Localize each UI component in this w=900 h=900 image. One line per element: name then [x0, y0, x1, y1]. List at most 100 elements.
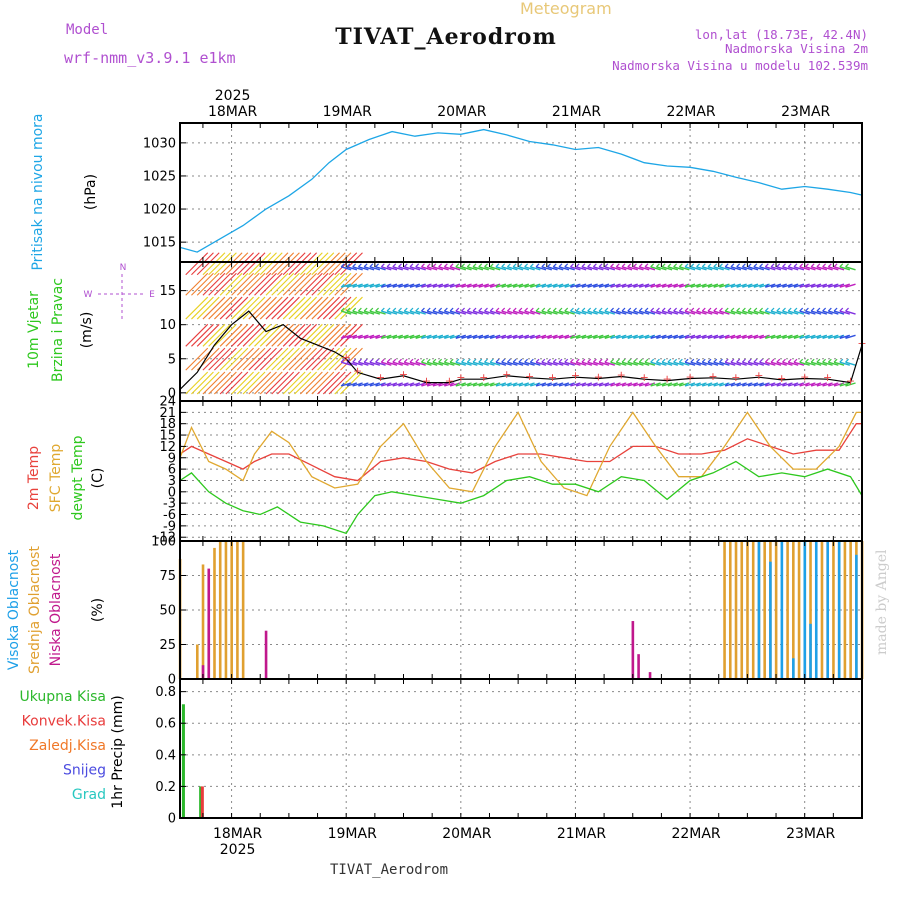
wind-arrow — [742, 266, 753, 271]
wind-arrow — [328, 323, 352, 347]
wind-arrow — [265, 252, 289, 276]
wind-arrow — [311, 296, 335, 320]
wind-arrow — [782, 266, 793, 271]
wind-arrow-head — [776, 283, 781, 288]
wind-arrow — [322, 323, 346, 347]
wind-arrow-head — [587, 283, 592, 288]
wind-arrow — [288, 272, 312, 296]
cloud-bar — [769, 561, 772, 679]
cloud-axis-title-low: Niska Oblacnost — [48, 553, 64, 666]
wind-arrow-head — [426, 307, 431, 312]
wind-arrow — [415, 266, 426, 271]
wind-arrow-head — [529, 358, 534, 363]
wind-arrow-head — [730, 283, 735, 288]
wind-arrow — [472, 266, 484, 271]
wind-arrow — [191, 371, 214, 395]
wind-arrow — [587, 361, 598, 366]
cloud-bar — [832, 541, 835, 679]
wind-arrow — [581, 361, 593, 366]
wind-arrow — [340, 296, 363, 320]
wind-arrow-head — [615, 382, 620, 387]
wind-arrow-head — [707, 382, 712, 387]
wind-arrow — [753, 361, 765, 366]
wind-arrow-head — [432, 334, 437, 339]
wind-arrow-head — [667, 358, 672, 363]
y-tick-label: 15 — [159, 429, 176, 444]
wind-arrow — [679, 310, 690, 315]
wind-arrow-head — [461, 382, 465, 387]
wind-arrow-head — [782, 307, 786, 312]
wind-arrow — [259, 371, 283, 395]
wind-arrow-head — [644, 358, 649, 363]
wind-arrow — [793, 361, 805, 366]
wind-arrow-head — [598, 263, 603, 268]
wind-arrow — [501, 361, 512, 366]
wind-arrow-head — [753, 358, 758, 363]
wind-arrow — [690, 266, 701, 271]
wind-arrow-head — [787, 358, 792, 363]
wind-arrow — [392, 266, 403, 271]
wind-arrow — [742, 361, 753, 366]
wind-arrow — [507, 361, 518, 366]
year-label-bottom: 2025 — [220, 842, 256, 858]
wind-arrow-head — [495, 358, 500, 363]
wind-arrow-head — [357, 358, 362, 363]
wind-arrow — [398, 361, 409, 366]
wind-arrow-head — [655, 307, 660, 312]
wind-arrow-head — [575, 382, 580, 387]
wind-arrow — [219, 371, 243, 395]
wind-arrow-head — [346, 263, 351, 268]
y-tick-label: 18 — [159, 417, 176, 432]
wind-arrow-head — [650, 382, 655, 387]
wind-arrow-head — [667, 307, 672, 312]
wind-arrow — [185, 323, 209, 347]
precip-legend-item: Ukupna Kisa — [19, 689, 106, 705]
wind-arrow-head — [701, 263, 706, 268]
wind-arrow-head — [661, 263, 666, 268]
cloud-bar — [728, 541, 732, 679]
wind-arrow-head — [615, 307, 620, 312]
wind-arrow-head — [719, 334, 723, 339]
wind-arrow-head — [696, 382, 700, 387]
wind-arrow-head — [713, 382, 718, 387]
cloud-bar — [780, 541, 784, 679]
wind-arrow — [219, 272, 243, 296]
wind-arrow — [455, 266, 467, 271]
wind-arrow-head — [741, 307, 746, 312]
cloud-bar — [786, 541, 789, 679]
wind-arrow-head — [592, 263, 597, 268]
wind-arrow — [833, 266, 845, 271]
wind-arrow-head — [782, 358, 786, 363]
wind-arrow-head — [518, 307, 523, 312]
wind-arrow-head — [638, 307, 643, 312]
wind-arrow — [679, 266, 690, 271]
wind-arrow-head — [529, 307, 534, 312]
wind-arrow-head — [822, 263, 827, 268]
wind-arrow — [512, 310, 524, 315]
wind-arrow — [730, 266, 742, 271]
wind-arrow — [375, 266, 386, 271]
wind-arrow — [604, 266, 616, 271]
wind-arrow-head — [455, 358, 460, 363]
wind-arrow-head — [701, 283, 706, 288]
wind-arrow — [776, 266, 787, 271]
wind-arrow-head — [501, 382, 506, 387]
cloud-bar — [797, 541, 801, 679]
wind-arrow-head — [535, 307, 540, 312]
wind-arrow — [455, 361, 467, 366]
wind-arrow — [616, 361, 627, 366]
wind-arrow — [208, 371, 232, 395]
wind-arrow-head — [443, 382, 448, 387]
wind-arrow — [524, 310, 535, 315]
wind-arrow-head — [495, 283, 500, 288]
y-tick-label: 3 — [168, 474, 176, 489]
wind-arrow — [736, 310, 747, 315]
gust-marker: + — [846, 375, 855, 388]
wind-arrow — [231, 272, 254, 296]
wind-arrow-head — [484, 382, 488, 387]
wind-arrow-head — [827, 307, 832, 312]
wind-arrow — [828, 266, 839, 271]
wind-arrow — [282, 272, 306, 296]
wind-arrow — [610, 266, 621, 271]
wind-arrow — [231, 323, 254, 347]
